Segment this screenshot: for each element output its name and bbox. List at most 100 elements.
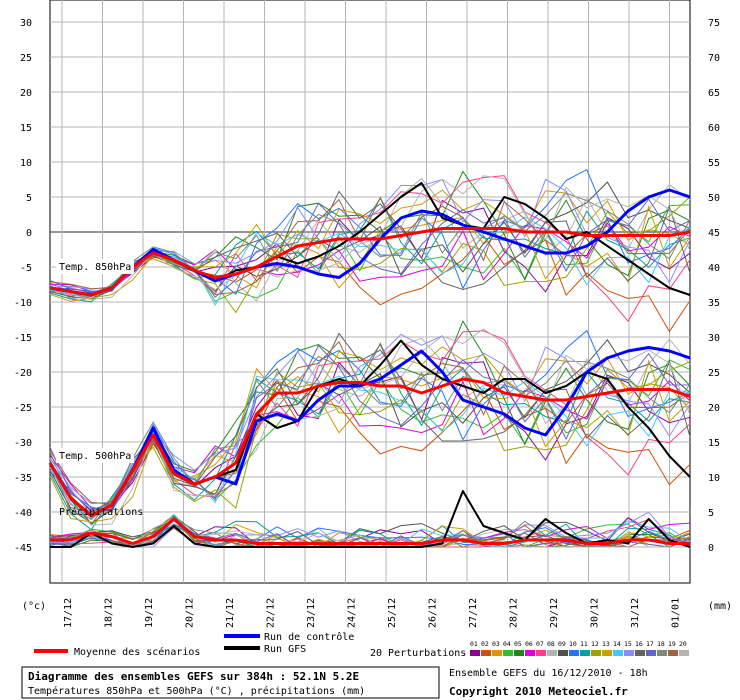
- perturbation-number: 02: [481, 640, 489, 648]
- left-tick-label: -5: [20, 263, 32, 274]
- perturbation-swatch: [624, 650, 634, 656]
- perturbation-swatch: [591, 650, 601, 656]
- x-date-label: 25/12: [387, 598, 398, 628]
- perturbation-swatch: [613, 650, 623, 656]
- x-axis-date-labels: 17/12 18/12 19/12 20/12 21/12 22/12 23/12 24/12…: [63, 598, 682, 628]
- t500-perturbation-line: [49, 355, 691, 520]
- perturbation-swatch: [679, 650, 689, 656]
- perturbation-number: 05: [514, 640, 522, 648]
- perturbation-swatch: [558, 650, 568, 656]
- t850-control-line: [49, 188, 691, 297]
- perturbation-swatch: [481, 650, 491, 656]
- x-date-label: 01/01: [671, 598, 682, 628]
- right-tick-label: 10: [708, 473, 720, 484]
- right-tick-label: 75: [708, 18, 720, 29]
- footer-title: Diagramme des ensembles GEFS sur 384h : …: [28, 670, 359, 683]
- t500-perturbation-line: [49, 344, 691, 511]
- legend-control-label: Run de contrôle: [264, 631, 354, 643]
- perturbation-number: 11: [580, 640, 588, 648]
- x-date-label: 19/12: [144, 598, 155, 628]
- t500-mean-line: [48, 377, 691, 517]
- perturbation-swatch: [602, 650, 612, 656]
- perturbation-number: 10: [569, 640, 577, 648]
- legend-perturbations-label: 20 Perturbations: [370, 648, 466, 659]
- footer-subtitle: Températures 850hPa et 500hPa (°C) , pré…: [28, 685, 365, 697]
- right-tick-label: 65: [708, 88, 720, 99]
- left-tick-label: 5: [26, 193, 32, 204]
- perturbation-swatch: [635, 650, 645, 656]
- x-date-label: 30/12: [590, 598, 601, 628]
- right-tick-label: 5: [708, 508, 714, 519]
- perturbation-number: 15: [624, 640, 632, 648]
- x-date-label: 17/12: [63, 598, 74, 628]
- precip-perturbation-line: [49, 514, 691, 548]
- perturbation-number: 01: [470, 640, 478, 648]
- x-date-label: 18/12: [104, 598, 115, 628]
- left-tick-label: -15: [14, 333, 32, 344]
- t850-perturbation-line: [49, 196, 691, 296]
- x-date-label: 31/12: [630, 598, 641, 628]
- footer-run-info: Ensemble GEFS du 16/12/2010 - 18h: [449, 668, 648, 679]
- perturbation-number: 17: [646, 640, 654, 648]
- x-date-label: 20/12: [185, 598, 196, 628]
- t850-perturbation-line: [49, 196, 691, 314]
- left-tick-label: -10: [14, 298, 32, 309]
- right-tick-label: 60: [708, 123, 720, 134]
- perturbation-number: 04: [503, 640, 511, 648]
- perturbation-swatch: [569, 650, 579, 656]
- left-tick-label: 25: [20, 53, 32, 64]
- right-tick-label: 50: [708, 193, 720, 204]
- right-tick-label: 40: [708, 263, 720, 274]
- left-tick-label: 20: [20, 88, 32, 99]
- x-date-label: 21/12: [225, 598, 236, 628]
- left-tick-label: 0: [26, 228, 32, 239]
- perturbation-number: 19: [668, 640, 676, 648]
- precip-mean-line: [50, 517, 690, 545]
- legend-gfs-label: Run GFS: [264, 644, 306, 655]
- left-tick-label: -30: [14, 438, 32, 449]
- perturbation-swatch: [580, 650, 590, 656]
- left-tick-label: 15: [20, 123, 32, 134]
- perturbation-swatch: [646, 650, 656, 656]
- perturbation-number: 03: [492, 640, 500, 648]
- left-tick-label: 10: [20, 158, 32, 169]
- t850-mean-line: [49, 227, 691, 297]
- perturbation-number: 18: [657, 640, 665, 648]
- left-axis-ticks: 30 25 20 15 10 5 0 -5 -10 -15 -20 -25 -30 -35 -40 -45: [14, 18, 32, 554]
- perturbation-swatch: [547, 650, 557, 656]
- x-date-label: 29/12: [549, 598, 560, 628]
- right-tick-label: 20: [708, 403, 720, 414]
- x-date-label: 24/12: [347, 598, 358, 628]
- perturbation-number: 16: [635, 640, 643, 648]
- main-series-lines: [48, 182, 691, 548]
- perturbation-number: 07: [536, 640, 544, 648]
- perturbation-swatch: [514, 650, 524, 656]
- perturbation-swatch: [657, 650, 667, 656]
- t850-label: Temp. 850hPa: [59, 262, 131, 273]
- x-date-label: 22/12: [266, 598, 277, 628]
- perturbation-legend: 01 02 03 04 05 06 07 08 09 10 11 12 13 14 15 16 17 18 19 20: [470, 640, 689, 656]
- left-tick-label: 30: [20, 18, 32, 29]
- perturbation-swatch: [492, 650, 502, 656]
- grid: [49, 0, 691, 584]
- t850-perturbation-line: [49, 198, 691, 298]
- perturbation-swatch: [503, 650, 513, 656]
- t500-label: Temp. 500hPa: [59, 451, 131, 462]
- legend-mean-label: Moyenne des scénarios: [74, 646, 200, 658]
- precip-label: Précipitations: [59, 506, 143, 518]
- perturbation-swatch: [536, 650, 546, 656]
- perturbation-number: 13: [602, 640, 610, 648]
- left-tick-label: -45: [14, 543, 32, 554]
- left-tick-label: -40: [14, 508, 32, 519]
- footer-copyright: Copyright 2010 Meteociel.fr: [449, 685, 628, 698]
- right-tick-label: 55: [708, 158, 720, 169]
- perturbation-swatch: [470, 650, 480, 656]
- x-date-label: 26/12: [428, 598, 439, 628]
- perturbation-swatch: [668, 650, 678, 656]
- left-tick-label: -20: [14, 368, 32, 379]
- right-tick-label: 15: [708, 438, 720, 449]
- right-tick-label: 0: [708, 543, 714, 554]
- left-unit-label: (°c): [22, 601, 46, 612]
- perturbation-number: 14: [613, 640, 621, 648]
